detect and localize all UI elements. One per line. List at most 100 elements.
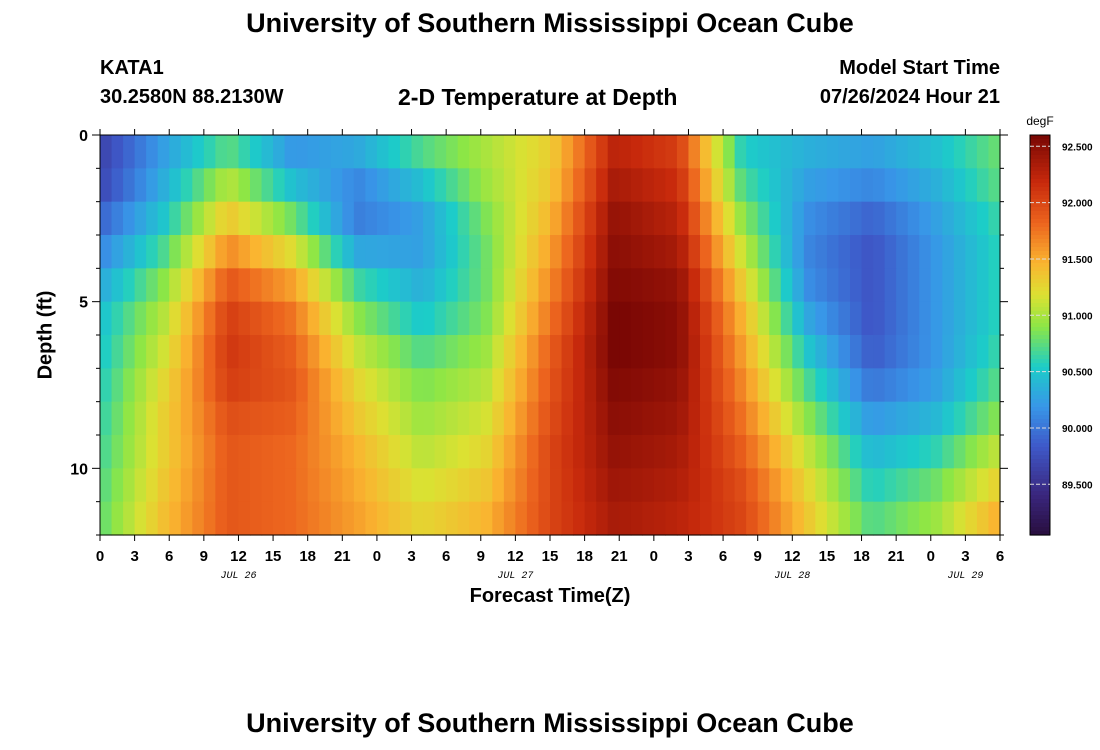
heatmap-cell — [134, 235, 147, 269]
heatmap-cell — [296, 468, 309, 503]
heatmap-cell — [423, 168, 436, 203]
heatmap-cell — [642, 268, 655, 303]
heatmap-cell — [815, 435, 828, 469]
heatmap-cell — [757, 435, 770, 469]
heatmap-cell — [503, 501, 516, 536]
heatmap-cell — [503, 335, 516, 369]
heatmap-cell — [665, 168, 678, 203]
heatmap-cell — [480, 335, 493, 369]
heatmap-cell — [850, 301, 863, 336]
heatmap-cell — [561, 368, 574, 403]
heatmap-cell — [261, 301, 274, 336]
heatmap-cell — [988, 435, 1001, 469]
heatmap-cell — [953, 268, 966, 303]
heatmap-cell — [319, 135, 332, 169]
heatmap-cell — [319, 301, 332, 336]
heatmap-cell — [919, 168, 932, 203]
heatmap-cell — [734, 435, 747, 469]
heatmap-cell — [342, 468, 355, 503]
heatmap-cell — [757, 468, 770, 503]
heatmap-cell — [307, 168, 320, 203]
heatmap-cell — [238, 468, 251, 503]
heatmap-cell — [953, 368, 966, 403]
heatmap-cell — [896, 301, 909, 336]
heatmap-cell — [665, 468, 678, 503]
heatmap-cell — [734, 501, 747, 536]
heatmap-cell — [700, 235, 713, 269]
heatmap-cell — [376, 301, 390, 336]
heatmap-cell — [423, 468, 436, 503]
heatmap-cell — [215, 435, 228, 469]
colorbar-swatch — [1030, 151, 1050, 156]
heatmap-cell — [953, 401, 966, 436]
heatmap-cell — [100, 468, 113, 503]
heatmap-cell — [723, 135, 736, 169]
heatmap-cell — [619, 268, 632, 303]
heatmap-cell — [342, 435, 355, 469]
colorbar-swatch — [1030, 459, 1050, 464]
heatmap-cell — [573, 135, 586, 169]
heatmap-cell — [665, 335, 678, 369]
heatmap-cell — [100, 201, 113, 236]
heatmap-cell — [630, 368, 643, 403]
heatmap-cell — [584, 301, 597, 336]
heatmap-cell — [330, 368, 343, 403]
heatmap-cell — [723, 235, 736, 269]
colorbar-swatch — [1030, 295, 1050, 300]
heatmap-cell — [907, 235, 920, 269]
heatmap-cell — [873, 468, 886, 503]
colorbar-swatch — [1030, 391, 1050, 396]
heatmap-cell — [861, 201, 874, 236]
x-tick-label: 6 — [719, 548, 727, 565]
heatmap-cell — [676, 301, 690, 336]
colorbar-swatch — [1030, 235, 1050, 240]
heatmap-cell — [642, 301, 655, 336]
heatmap-cell — [365, 468, 378, 503]
heatmap-cell — [457, 268, 470, 303]
heatmap-cell — [296, 168, 309, 203]
colorbar-tick-label: 89.500 — [1062, 480, 1093, 491]
colorbar-swatch — [1030, 239, 1050, 244]
colorbar-swatch — [1030, 183, 1050, 188]
heatmap-cell — [342, 301, 355, 336]
heatmap-cell — [942, 135, 955, 169]
heatmap-cell — [907, 168, 920, 203]
heatmap-cell — [700, 135, 713, 169]
colorbar-swatch — [1030, 455, 1050, 460]
heatmap-cell — [803, 335, 816, 369]
heatmap-cell — [769, 235, 782, 269]
heatmap-cell — [503, 135, 516, 169]
heatmap-cell — [111, 268, 124, 303]
heatmap-cell — [665, 435, 678, 469]
heatmap-cell — [319, 368, 332, 403]
heatmap-cell — [676, 335, 690, 369]
heatmap-cell — [250, 301, 263, 336]
heatmap-cell — [365, 435, 378, 469]
heatmap-cell — [942, 435, 955, 469]
heatmap-cell — [503, 435, 516, 469]
heatmap-cell — [111, 301, 124, 336]
heatmap-cell — [573, 501, 586, 536]
heatmap-cell — [676, 401, 690, 436]
heatmap-cell — [976, 468, 990, 503]
heatmap-cell — [688, 435, 701, 469]
heatmap-cell — [642, 201, 655, 236]
heatmap-cell — [803, 268, 816, 303]
heatmap-cell — [815, 135, 828, 169]
heatmap-cell — [919, 235, 932, 269]
heatmap-cell — [653, 268, 666, 303]
heatmap-cell — [307, 268, 320, 303]
heatmap-cell — [273, 501, 286, 536]
heatmap-cell — [550, 501, 563, 536]
heatmap-cell — [480, 468, 493, 503]
x-tick-label: 9 — [477, 548, 485, 565]
heatmap-cell — [434, 168, 447, 203]
heatmap-cell — [469, 235, 482, 269]
heatmap-cell — [653, 335, 666, 369]
heatmap-cell — [896, 401, 909, 436]
heatmap-cell — [296, 201, 309, 236]
heatmap-cell — [919, 268, 932, 303]
heatmap-cell — [873, 268, 886, 303]
heatmap-cell — [676, 435, 690, 469]
colorbar-swatch — [1030, 303, 1050, 308]
